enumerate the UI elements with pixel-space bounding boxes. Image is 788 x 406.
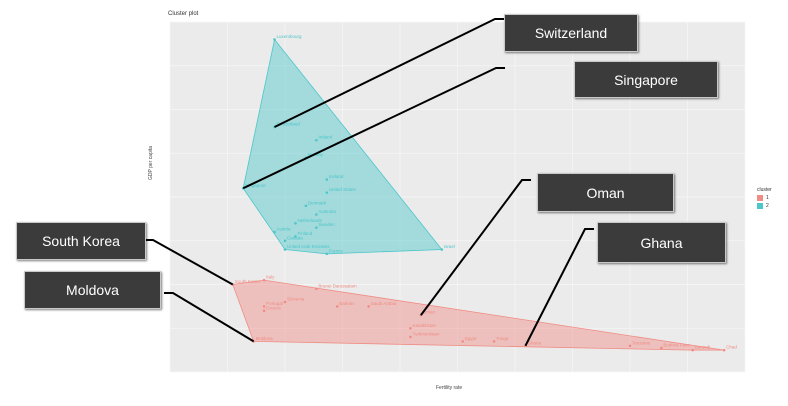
data-point — [262, 305, 266, 308]
data-point — [325, 191, 329, 194]
cluster-2-hull — [242, 38, 443, 255]
leader-line — [524, 228, 594, 347]
data-point — [628, 344, 632, 348]
point-label: France — [329, 248, 344, 253]
data-point — [304, 204, 308, 208]
point-label: Ireland — [318, 135, 332, 140]
point-label: Ghana — [527, 340, 541, 345]
leader-line — [242, 67, 505, 190]
point-label: Iceland — [329, 174, 344, 179]
data-point — [660, 346, 663, 350]
legend-swatch — [757, 203, 763, 209]
leader-line — [420, 179, 531, 316]
point-label: Portugal — [266, 301, 283, 306]
point-label: Canada — [287, 235, 303, 240]
point-label: Switzerland — [277, 122, 301, 127]
point-label: Italy — [266, 275, 275, 280]
point-label: Tonga — [496, 336, 509, 341]
callout-ghana: Ghana — [597, 222, 726, 263]
point-label: Denmark — [308, 200, 327, 205]
legend-label: 1 — [766, 195, 769, 201]
point-label: Australia — [318, 209, 336, 214]
chart-title: Cluster plot — [168, 11, 199, 17]
point-label: Bahrain — [339, 301, 355, 306]
point-label: United Arab Emirates — [287, 244, 330, 249]
data-points: LuxembourgSwitzerlandIrelandNorwaySingap… — [231, 34, 737, 352]
data-point — [262, 278, 266, 282]
callout-oman: Oman — [537, 173, 674, 212]
point-label: South Korea — [235, 279, 261, 284]
legend: cluster 1 2 — [757, 187, 772, 209]
data-point — [315, 213, 318, 216]
point-label: Singapore — [245, 183, 266, 188]
cluster-1-hull — [232, 279, 725, 351]
data-point — [273, 230, 276, 234]
leader-line — [164, 292, 255, 343]
data-point — [409, 326, 412, 330]
data-point — [273, 38, 276, 41]
data-point — [492, 340, 496, 343]
legend-item: 2 — [757, 203, 772, 209]
callout-moldova: Moldova — [24, 271, 161, 309]
data-point — [315, 287, 318, 291]
point-label: Moldova — [256, 336, 274, 341]
point-label: Kazakhstan — [412, 323, 436, 328]
data-point — [294, 235, 297, 238]
point-label: Netherlands — [297, 218, 322, 223]
legend-title: cluster — [757, 187, 772, 193]
point-label: Greece — [266, 305, 281, 310]
legend-label: 2 — [766, 203, 769, 209]
data-point — [335, 305, 339, 308]
data-point — [440, 248, 444, 251]
callout-singapore: Singapore — [574, 61, 718, 98]
point-label: Israel — [444, 244, 455, 249]
data-point — [409, 335, 412, 339]
leader-line — [144, 239, 234, 286]
point-label: Austria — [277, 227, 292, 232]
callout-south-korea: South Korea — [16, 222, 146, 260]
data-point — [283, 248, 287, 251]
data-point — [315, 138, 318, 142]
point-label: Burundi — [695, 345, 711, 350]
data-point — [283, 300, 287, 304]
callout-switzerland: Switzerland — [504, 14, 638, 52]
point-label: Chad — [726, 345, 737, 350]
point-label: Brunei Darussalam — [318, 283, 357, 288]
point-label: Egypt — [465, 336, 477, 341]
callout-leader-lines — [144, 18, 594, 347]
data-point — [325, 252, 329, 256]
data-point — [691, 348, 695, 352]
data-point — [367, 305, 370, 308]
x-axis-label: Fertility rate — [436, 385, 463, 391]
data-point — [461, 340, 465, 343]
data-point — [283, 239, 287, 243]
point-label: Saudi Arabia — [371, 301, 397, 306]
data-point — [325, 178, 329, 181]
leader-line — [274, 18, 504, 128]
legend-swatch — [757, 195, 763, 201]
point-label: Luxembourg — [277, 34, 303, 39]
point-label: Sweden — [318, 222, 335, 227]
data-point — [262, 309, 266, 313]
point-label: Oman — [423, 310, 436, 315]
point-label: United States — [329, 187, 357, 192]
cluster-hulls — [232, 38, 725, 351]
point-label: Turkmenistan — [412, 332, 440, 337]
point-label: Slovenia — [287, 297, 305, 302]
data-point — [294, 221, 297, 225]
legend-item: 1 — [757, 195, 772, 201]
data-point — [722, 348, 726, 352]
data-point — [315, 226, 318, 229]
point-label: Tanzania — [632, 340, 651, 345]
point-label: Finland — [297, 231, 312, 236]
point-label: Burkina Faso — [663, 342, 690, 347]
